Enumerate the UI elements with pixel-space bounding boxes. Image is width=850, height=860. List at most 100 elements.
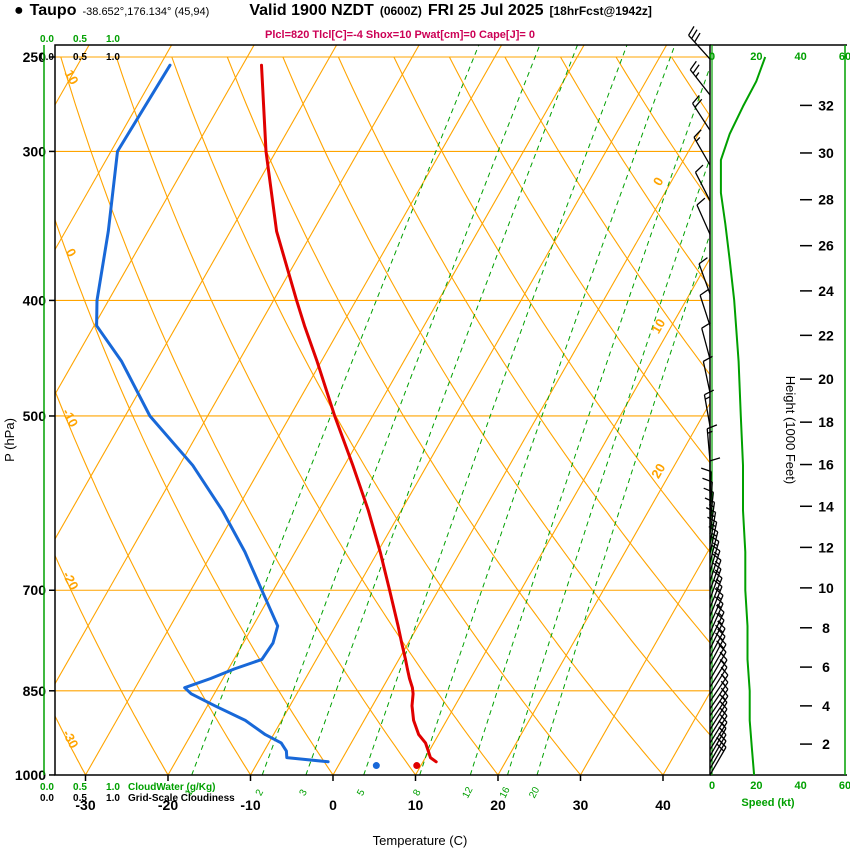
height-tick-label: 12 <box>818 539 834 555</box>
height-tick-label: 32 <box>818 97 834 113</box>
wind-barb-staff <box>709 727 727 757</box>
cloudwater-label: CloudWater (g/Kg) <box>128 782 215 793</box>
height-tick-label: 14 <box>818 498 834 514</box>
wind-barb-feather <box>694 32 701 43</box>
wind-barb-staff <box>709 568 722 600</box>
wind-barb-half-feather <box>715 586 721 592</box>
pressure-tick-label: 700 <box>23 582 47 598</box>
wind-barb-staff <box>709 651 727 681</box>
mixing-ratio-label: 16 <box>498 785 513 800</box>
wind-barb-staff <box>709 512 717 544</box>
speed-tick-label: 20 <box>750 780 762 792</box>
wind-barb-staff <box>709 659 728 688</box>
background-grid <box>55 45 710 775</box>
dry-adiabat-line <box>393 56 710 554</box>
wind-barb-staff <box>709 715 728 744</box>
wind-barb-feather <box>696 197 706 206</box>
wind-barb-staff <box>709 722 728 750</box>
wind-barb-staff <box>709 740 727 770</box>
wind-barb-feather <box>713 570 723 579</box>
wind-barb-staff <box>709 603 724 634</box>
height-tick-label: 24 <box>818 283 834 299</box>
wind-barb-feather <box>716 736 725 746</box>
height-tick-label: 30 <box>818 145 834 161</box>
height-tick-label: 10 <box>818 580 834 596</box>
mixing-ratio-line <box>305 45 579 775</box>
wind-barb-feather <box>703 355 713 362</box>
svg-text:0.5: 0.5 <box>73 782 87 793</box>
mixing-ratio-label: 5 <box>355 787 368 797</box>
dry-adiabat-line <box>504 56 710 376</box>
wind-barb-staff <box>709 522 718 554</box>
title-bar: ● Taupo -38.652°,176.134° (45,94) Valid … <box>0 2 850 20</box>
svg-text:1.0: 1.0 <box>106 782 120 793</box>
pressure-tick-label: 850 <box>23 683 47 699</box>
wind-barb-feather <box>695 164 704 173</box>
temperature-tick-label: -20 <box>158 797 178 813</box>
wind-barb-feather <box>689 60 697 71</box>
wind-barb-feather <box>693 129 702 138</box>
dry-adiabat-line <box>448 56 710 464</box>
wind-barb-feather <box>716 743 725 752</box>
sounding-curves <box>95 63 438 770</box>
pressure-tick-label: 250 <box>23 49 47 65</box>
temperature-tick-label: 10 <box>408 797 424 813</box>
height-tick-label: 28 <box>818 192 834 208</box>
wind-barb-staff <box>709 674 729 703</box>
speed-tick-label: 20 <box>750 51 762 63</box>
isotherm-label: 0 <box>650 174 667 188</box>
temperature-tick-label: 40 <box>655 797 671 813</box>
wind-barb-half-feather <box>695 136 701 142</box>
mixing-ratio-line <box>363 45 628 775</box>
wind-barbs <box>688 26 729 776</box>
axis-titles: P (hPa) Temperature (C) Height (1000 Feet)… <box>2 376 798 848</box>
cloud-scales: 0.00.00.00.00.50.50.50.51.01.01.01.0Clou… <box>40 34 235 804</box>
cloudiness-label: Grid-Scale Cloudiness <box>128 793 235 804</box>
wind-barb-half-feather <box>707 430 713 434</box>
wind-barb-half-feather <box>695 72 700 78</box>
isotherm-line <box>580 546 710 775</box>
height-axis-title: Height (1000 Feet) <box>783 376 798 484</box>
mixing-ratio-label: 3 <box>298 787 311 797</box>
isotherm-line <box>167 45 585 775</box>
mixing-ratio-lines <box>191 45 710 775</box>
svg-text:0.0: 0.0 <box>40 52 54 63</box>
mixing-ratio-line <box>536 232 710 775</box>
dry-adiabat-line <box>55 218 334 775</box>
wind-barb-staff <box>709 577 723 608</box>
dry-adiabat-line <box>560 56 710 289</box>
height-tick-label: 6 <box>822 659 830 675</box>
wind-barb-staff <box>698 263 711 295</box>
isotherm-label: 20 <box>648 461 668 481</box>
wind-barb-half-feather <box>712 542 718 547</box>
mixing-ratio-label: 20 <box>527 785 542 800</box>
wind-barb-staff <box>689 69 711 96</box>
wind-barb-staff <box>709 611 725 642</box>
wind-barb-half-feather <box>721 674 726 680</box>
wind-barb-staff <box>709 688 729 717</box>
wind-barb-staff <box>709 492 714 525</box>
wind-barb-staff <box>701 328 711 360</box>
wind-barb-feather <box>708 525 719 533</box>
wind-barb-staff <box>709 666 728 695</box>
isotherm-line <box>332 112 710 775</box>
wind-barb-feather <box>714 588 724 596</box>
svg-text:0.0: 0.0 <box>40 782 54 793</box>
isotherm-line <box>85 45 503 775</box>
isotherm-line <box>415 257 710 775</box>
svg-text:0.5: 0.5 <box>73 34 87 45</box>
wind-barb-feather <box>698 257 708 265</box>
pressure-tick-label: 1000 <box>15 767 46 783</box>
wind-barb-feather <box>704 389 715 396</box>
station-name: Taupo <box>29 2 77 19</box>
dry-adiabat-line <box>226 56 664 775</box>
wind-barb-feather <box>709 457 721 462</box>
mixing-ratio-labels: 1 2 3 5 8 12 16 20 <box>183 785 542 800</box>
wind-barb-staff <box>692 103 711 131</box>
height-tick-label: 4 <box>822 698 830 714</box>
wind-barb-staff <box>703 394 711 427</box>
wind-barb-staff <box>709 681 729 710</box>
svg-text:0.5: 0.5 <box>73 52 87 63</box>
